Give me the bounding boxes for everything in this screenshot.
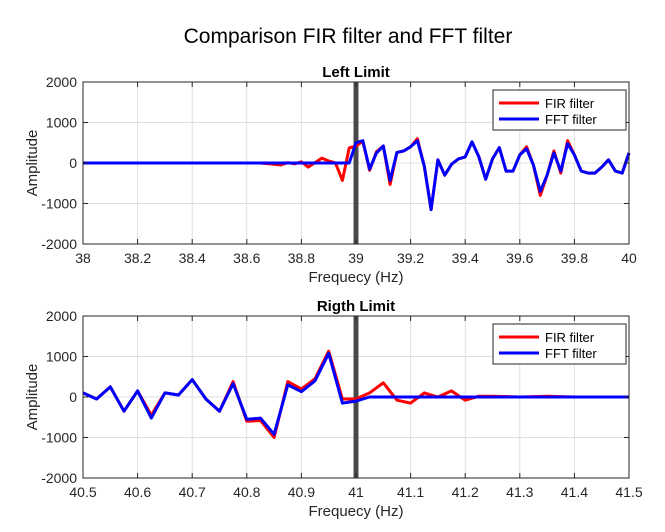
y-tick-label: 0: [69, 155, 77, 171]
x-tick-label: 38.8: [288, 250, 315, 266]
subplot-1: 38 38.2 38.4 38.6 38.8 39 39.2 39.4 39.6 39.8 40 -2…: [24, 64, 637, 286]
x-tick-label: 38: [75, 250, 91, 266]
y-tick-label: 2000: [46, 74, 77, 90]
legend-label: FIR filter: [545, 330, 595, 345]
x-tick-label: 41: [348, 484, 364, 500]
legend-box: [492, 89, 627, 131]
x-tick-label: 39.4: [452, 250, 479, 266]
legend-box: [492, 323, 627, 365]
x-tick-label: 41.2: [452, 484, 479, 500]
x-tick-label: 40.9: [288, 484, 315, 500]
x-tick-label: 40: [621, 250, 637, 266]
y-tick-label: -2000: [41, 236, 77, 252]
y-tick-label: 2000: [46, 308, 77, 324]
figure-suptitle: Comparison FIR filter and FFT filter: [184, 25, 513, 48]
legend-label: FIR filter: [545, 96, 595, 111]
x-tick-label: 38.2: [124, 250, 151, 266]
x-tick-label: 39.8: [561, 250, 588, 266]
x-tick-label: 38.4: [179, 250, 206, 266]
x-axis-label: Frequecy (Hz): [308, 269, 403, 286]
x-tick-label: 41.3: [506, 484, 533, 500]
x-tick-label: 40.6: [124, 484, 151, 500]
y-tick-label: 1000: [46, 115, 77, 131]
legend-label: FFT filter: [545, 112, 597, 127]
x-tick-label: 40.8: [233, 484, 260, 500]
y-tick-label: -2000: [41, 470, 77, 486]
y-tick-label: -1000: [41, 430, 77, 446]
series-line-fft-filter: [82, 351, 629, 436]
plot-title: Rigth Limit: [317, 298, 395, 315]
x-tick-label: 38.6: [233, 250, 260, 266]
x-tick-label: 39: [348, 250, 364, 266]
y-tick-label: 0: [69, 389, 77, 405]
x-tick-label: 41.5: [615, 484, 642, 500]
legend-label: FFT filter: [545, 346, 597, 361]
y-tick-label: 1000: [46, 349, 77, 365]
y-tick-label: -1000: [41, 196, 77, 212]
x-tick-label: 39.2: [397, 250, 424, 266]
x-tick-label: 41.1: [397, 484, 424, 500]
y-axis-label: Amplitude: [24, 130, 41, 197]
x-tick-label: 40.5: [69, 484, 96, 500]
plot-title: Left Limit: [322, 64, 390, 81]
y-axis-label: Amplitude: [24, 364, 41, 431]
series-line-fft-filter: [83, 139, 631, 212]
x-axis-label: Frequecy (Hz): [308, 503, 403, 520]
x-tick-label: 39.6: [506, 250, 533, 266]
plots-group: 38 38.2 38.4 38.6 38.8 39 39.2 39.4 39.6 39.8 40 -2…: [24, 64, 643, 520]
x-tick-label: 41.4: [561, 484, 588, 500]
subplot-2: 40.5 40.6 40.7 40.8 40.9 41 41.1 41.2 41.3 41.4 41…: [24, 298, 643, 520]
x-tick-label: 40.7: [179, 484, 206, 500]
